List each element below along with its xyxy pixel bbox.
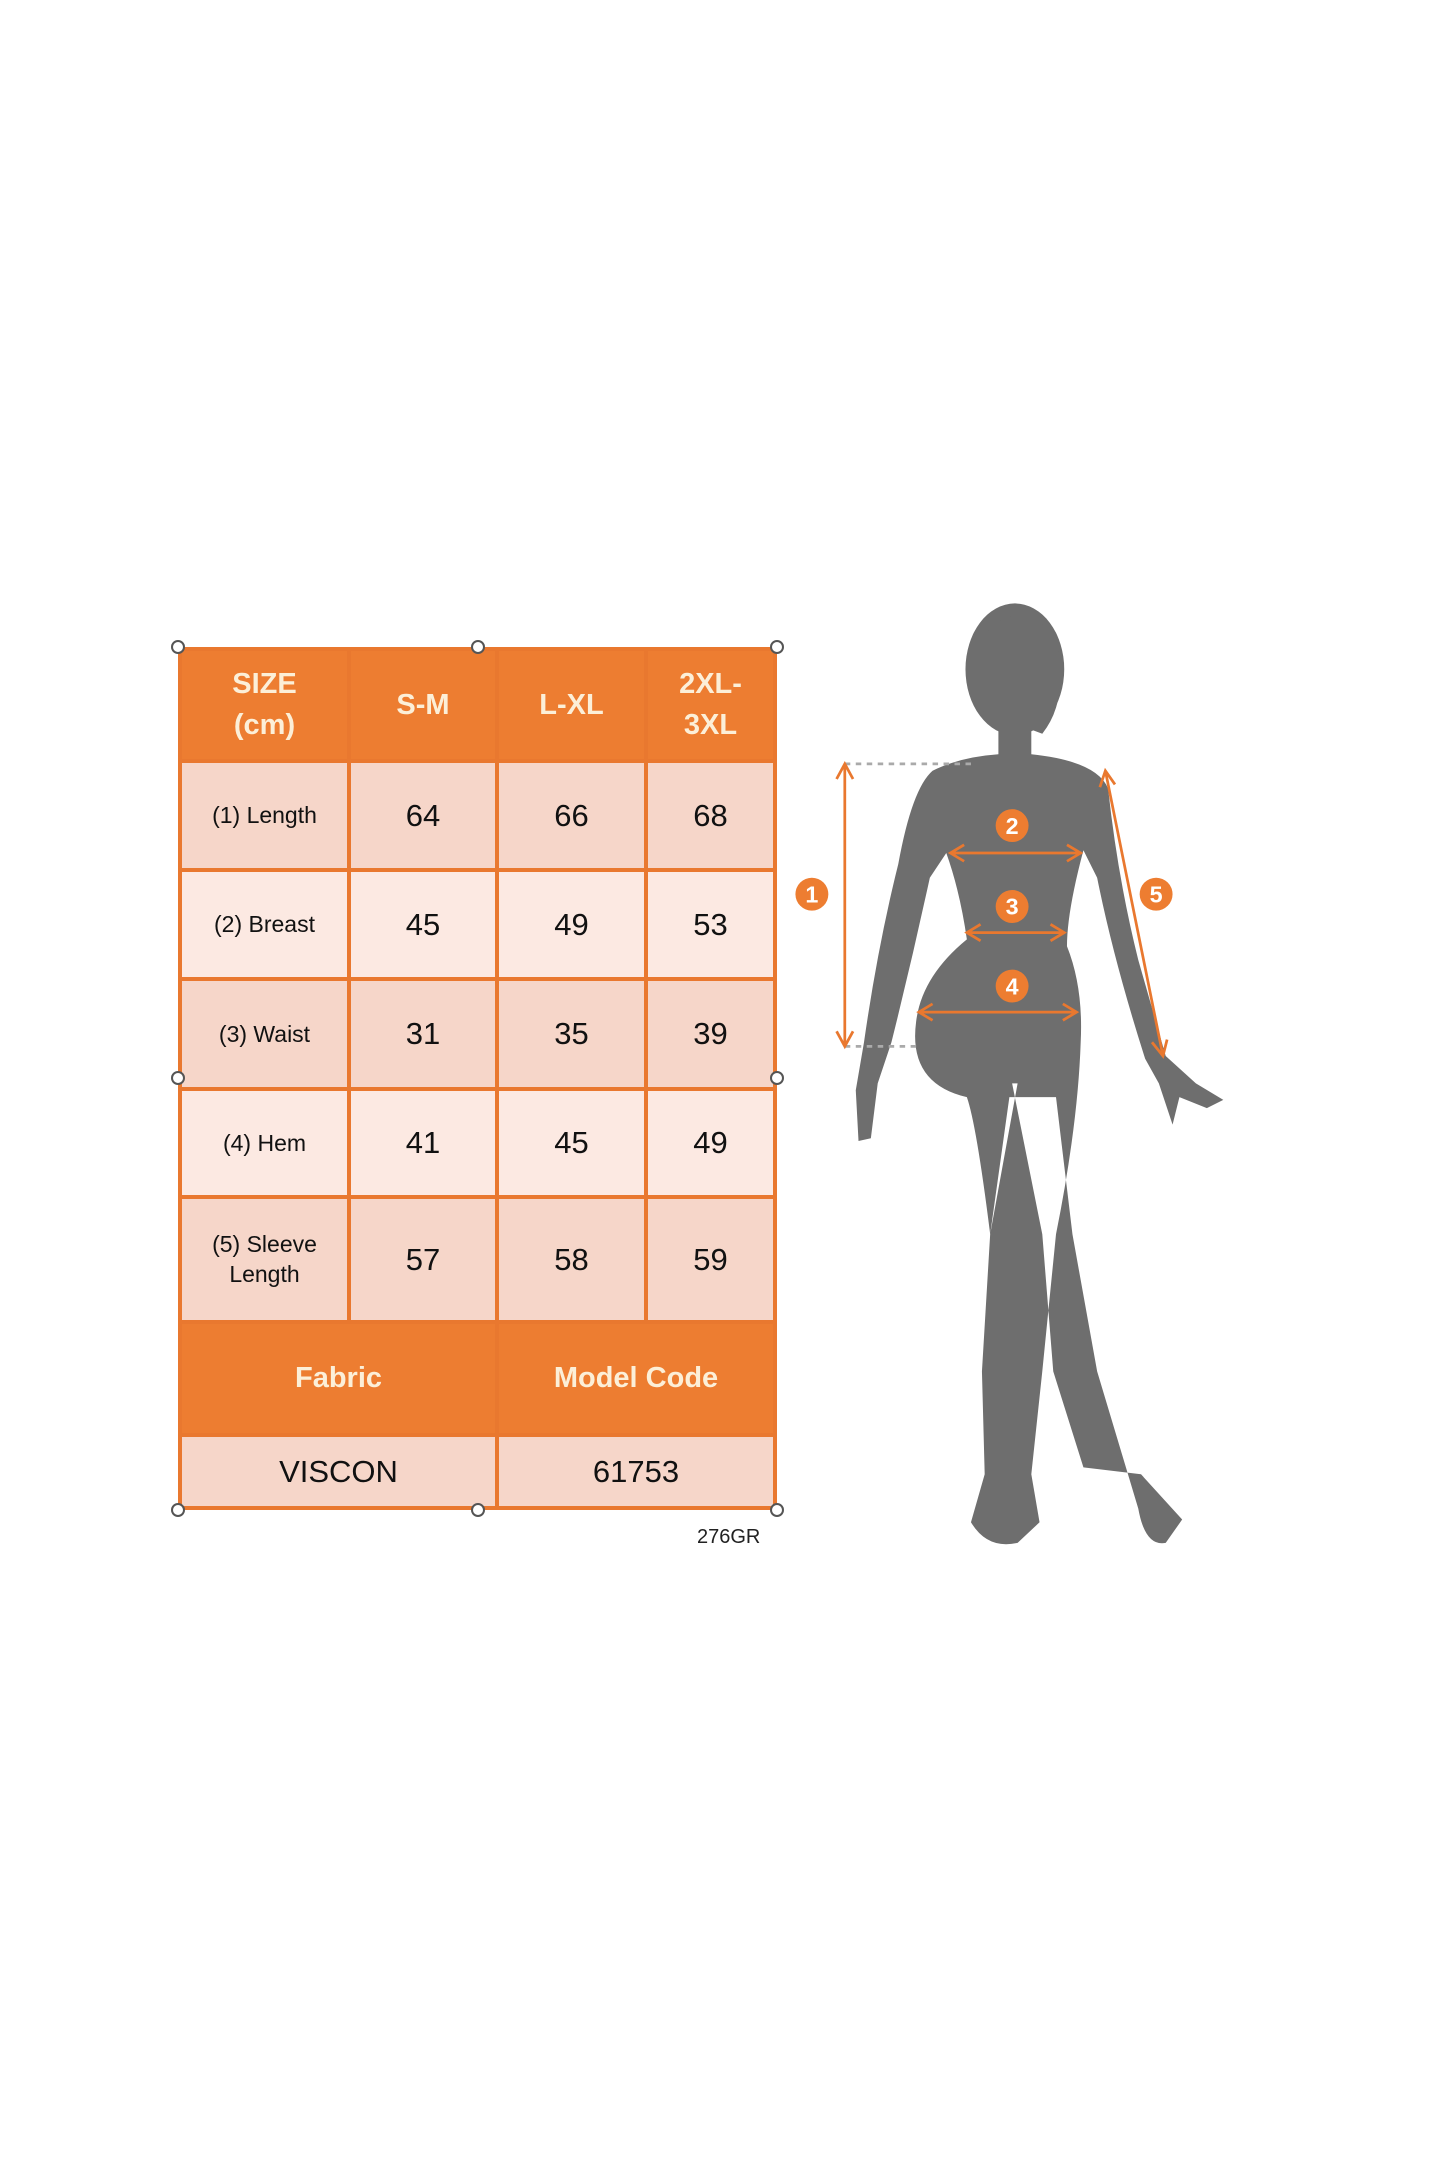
waist-arrow	[964, 923, 1067, 942]
cell: 35	[499, 981, 644, 1087]
cell: 64	[351, 763, 495, 868]
marker-1: 1	[805, 881, 818, 907]
product-code: 276GR	[697, 1526, 761, 1548]
resize-handle[interactable]	[171, 640, 185, 654]
marker-3: 3	[1006, 894, 1019, 920]
resize-handle[interactable]	[770, 1503, 784, 1517]
resize-handle[interactable]	[770, 1071, 784, 1085]
resize-handle[interactable]	[471, 1503, 485, 1517]
woman-silhouette	[855, 603, 1224, 1545]
cell: 66	[499, 763, 644, 868]
cell: 49	[648, 1091, 773, 1195]
breast-arrow	[947, 843, 1084, 863]
cell: 68	[648, 763, 773, 868]
cell: 45	[499, 1091, 644, 1195]
resize-handle[interactable]	[770, 640, 784, 654]
cell: 59	[648, 1199, 773, 1320]
marker-5: 5	[1150, 881, 1163, 907]
marker-4: 4	[1006, 973, 1019, 999]
cell: 45	[351, 872, 495, 977]
measurement-markers: 1 2 3 4 5	[795, 809, 1173, 1003]
row-label-waist: (3) Waist	[182, 981, 347, 1087]
header-l-xl: L-XL	[499, 651, 644, 759]
fabric-value: VISCON	[182, 1437, 495, 1506]
header-s-m: S-M	[351, 651, 495, 759]
row-label-breast: (2) Breast	[182, 872, 347, 977]
resize-handle[interactable]	[471, 640, 485, 654]
header-model-code: Model Code	[499, 1324, 773, 1433]
hem-arrow	[916, 1002, 1080, 1022]
header-size: SIZE (cm)	[182, 651, 347, 759]
cell: 31	[351, 981, 495, 1087]
header-fabric: Fabric	[182, 1324, 495, 1433]
resize-handle[interactable]	[171, 1071, 185, 1085]
row-label-length: (1) Length	[182, 763, 347, 868]
cell: 57	[351, 1199, 495, 1320]
marker-2: 2	[1006, 813, 1019, 839]
measurement-guides	[835, 761, 1169, 1060]
model-code-value: 61753	[499, 1437, 773, 1506]
sleeve-arrow	[1098, 767, 1169, 1060]
cell: 49	[499, 872, 644, 977]
cell: 58	[499, 1199, 644, 1320]
cell: 39	[648, 981, 773, 1087]
resize-handle[interactable]	[171, 1503, 185, 1517]
size-chart-table: SIZE (cm) S-M L-XL 2XL- 3XL (1) Length 6…	[178, 647, 777, 1510]
header-2xl-3xl: 2XL- 3XL	[648, 651, 773, 759]
length-arrow	[835, 761, 855, 1050]
row-label-hem: (4) Hem	[182, 1091, 347, 1195]
cell: 53	[648, 872, 773, 977]
row-label-sleeve-length: (5) Sleeve Length	[182, 1199, 347, 1320]
cell: 41	[351, 1091, 495, 1195]
